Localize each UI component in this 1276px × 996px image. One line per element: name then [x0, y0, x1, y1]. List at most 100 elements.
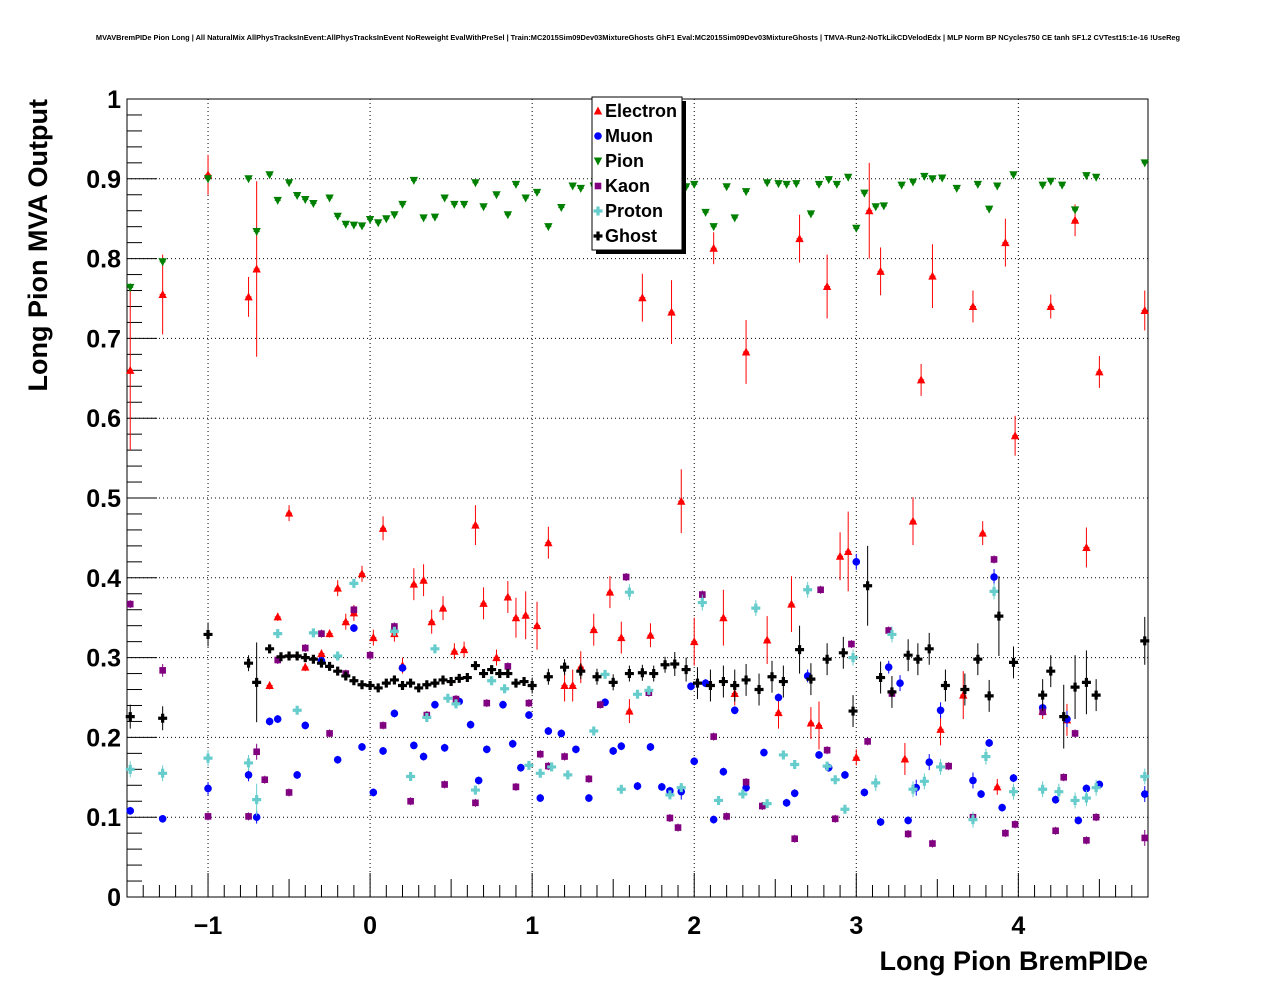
- electron-marker: [690, 637, 699, 646]
- electron-marker: [589, 625, 598, 634]
- electron-marker: [638, 293, 647, 302]
- pion-point: [576, 184, 585, 193]
- kaon-point: [525, 699, 533, 708]
- electron-marker: [284, 508, 294, 517]
- kaon-point: [904, 829, 912, 838]
- ghost-marker: [670, 659, 680, 669]
- ghost-point: [414, 683, 424, 693]
- kaon-marker: [536, 750, 544, 758]
- kaon-marker: [253, 748, 260, 756]
- kaon-point: [758, 802, 766, 811]
- ghost-point: [649, 665, 659, 682]
- ghost-marker: [479, 669, 489, 679]
- electron-marker: [677, 496, 686, 505]
- proton-marker: [665, 790, 675, 800]
- muon-point: [508, 739, 517, 748]
- ghost-point: [308, 654, 318, 664]
- pion-marker: [292, 192, 302, 201]
- ghost-point: [365, 681, 375, 691]
- muon-marker: [852, 558, 861, 566]
- kaon-point: [848, 640, 855, 649]
- proton-marker: [273, 629, 283, 639]
- pion-point: [1046, 177, 1055, 186]
- kaon-marker: [504, 663, 512, 670]
- proton-point: [778, 750, 788, 760]
- electron-point: [690, 617, 699, 666]
- electron-point: [378, 516, 388, 541]
- ghost-point: [1038, 679, 1048, 712]
- pion-point: [1091, 173, 1101, 182]
- ghost-marker: [1081, 677, 1091, 687]
- electron-point: [625, 699, 634, 724]
- ghost-point: [940, 669, 950, 702]
- kaon-marker: [204, 813, 212, 820]
- ghost-marker: [637, 668, 647, 678]
- legend: Electron Muon Pion Kaon Proton Ghost: [591, 96, 686, 254]
- electron-point: [814, 701, 824, 750]
- legend-label-ghost: Ghost: [605, 226, 657, 246]
- pion-marker: [806, 210, 816, 219]
- muon-point: [925, 754, 934, 771]
- muon-point: [585, 794, 593, 803]
- proton-marker: [676, 783, 686, 793]
- ghost-marker: [1091, 690, 1101, 700]
- pion-marker: [832, 180, 842, 189]
- electron-marker: [252, 264, 261, 273]
- kaon-marker: [622, 573, 630, 581]
- ghost-point: [244, 655, 254, 672]
- series-muon: [126, 553, 1149, 826]
- electron-marker: [843, 546, 853, 555]
- pion-marker: [459, 200, 469, 209]
- ghost-point: [903, 639, 913, 672]
- electron-point: [936, 713, 945, 746]
- ghost-marker: [876, 673, 886, 683]
- kaon-marker: [1092, 813, 1100, 821]
- kaon-point: [723, 812, 730, 821]
- electron-marker: [471, 520, 480, 529]
- proton-marker: [919, 776, 929, 786]
- kaon-marker: [366, 651, 374, 659]
- proton-marker: [563, 770, 573, 780]
- pion-point: [203, 174, 213, 184]
- pion-point: [244, 175, 253, 184]
- kaon-marker: [1039, 708, 1046, 716]
- ghost-marker: [414, 683, 424, 693]
- electron-point: [589, 613, 598, 646]
- ghost-point: [479, 669, 489, 679]
- electron-point: [822, 254, 832, 319]
- pion-marker: [1140, 159, 1149, 168]
- electron-marker: [835, 551, 845, 560]
- proton-point: [535, 768, 545, 778]
- electron-point: [333, 580, 342, 597]
- muon-point: [517, 763, 525, 772]
- electron-marker: [492, 653, 501, 662]
- proton-point: [624, 584, 634, 601]
- muon-marker: [646, 743, 655, 751]
- pion-point: [284, 179, 294, 188]
- proton-point: [273, 629, 283, 639]
- kaon-point: [990, 555, 998, 564]
- muon-point: [293, 770, 301, 779]
- ghost-marker: [994, 611, 1004, 621]
- electron-marker: [479, 598, 488, 607]
- ghost-point: [495, 669, 505, 679]
- muon-point: [719, 767, 728, 776]
- pion-point: [937, 174, 947, 183]
- muon-marker: [350, 624, 358, 632]
- legend-label-electron: Electron: [605, 101, 677, 121]
- proton-point: [887, 626, 897, 643]
- muon-point: [273, 715, 282, 724]
- pion-point: [741, 188, 751, 197]
- muon-marker: [379, 747, 387, 755]
- proton-marker: [936, 762, 946, 772]
- ghost-marker: [1140, 636, 1150, 646]
- muon-point: [690, 757, 699, 766]
- ghost-marker: [308, 654, 318, 664]
- electron-point: [908, 497, 918, 546]
- kaon-point: [261, 775, 269, 784]
- kaon-marker: [791, 835, 799, 843]
- muon-marker: [985, 739, 993, 747]
- electron-point: [677, 469, 686, 534]
- kaon-point: [585, 774, 593, 783]
- electron-marker: [762, 635, 772, 644]
